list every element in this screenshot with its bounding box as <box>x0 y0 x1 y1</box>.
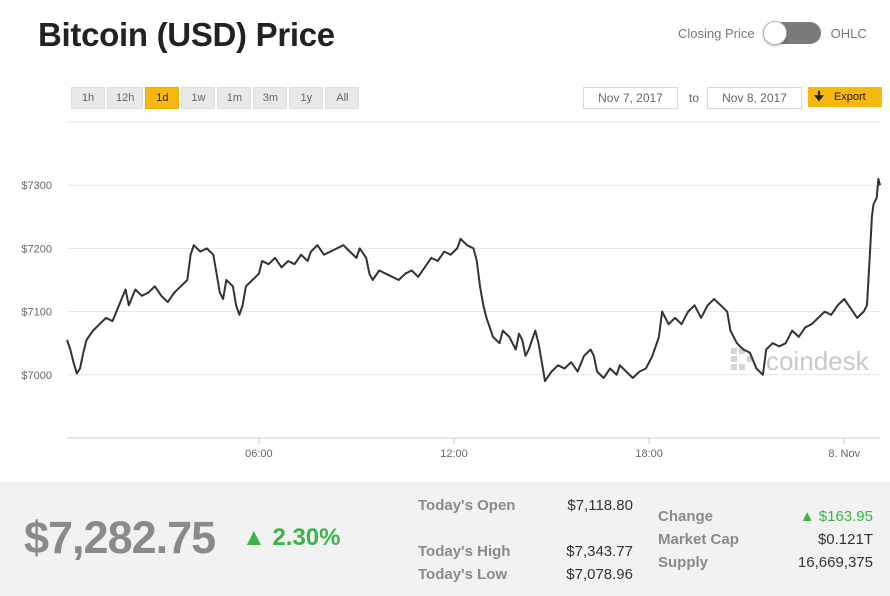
market-cap-label: Market Cap <box>658 531 739 548</box>
x-tick-label: 06:00 <box>245 448 273 460</box>
change-percent-value: 2.30% <box>272 524 341 551</box>
range-button-1h[interactable]: 1h <box>71 87 105 109</box>
price-series-line <box>66 177 881 383</box>
change-value: ▲ $163.95 <box>773 505 873 528</box>
y-tick-label: $7100 <box>21 307 52 319</box>
x-axis-labels: 06:00 12:00 18:00 8. Nov <box>245 438 861 460</box>
time-range-selector: 1h 12h 1d 1w 1m 3m 1y All <box>71 87 360 109</box>
range-button-all[interactable]: All <box>325 87 360 109</box>
x-tick-label: 18:00 <box>635 448 663 460</box>
change-label: Change <box>658 508 714 525</box>
todays-low-label: Today's Low <box>418 566 508 583</box>
watermark-text: coindesk <box>766 346 870 376</box>
toggle-knob[interactable] <box>762 21 787 45</box>
date-range-separator: to <box>689 91 700 105</box>
coindesk-logo-icon <box>731 348 753 370</box>
date-to-input[interactable]: Nov 8, 2017 <box>707 87 802 109</box>
range-button-1d[interactable]: 1d <box>145 87 180 109</box>
y-tick-label: $7300 <box>21 180 52 192</box>
y-axis-labels: $7000 $7100 $7200 $7300 <box>21 180 52 382</box>
range-button-1m[interactable]: 1m <box>217 87 252 109</box>
range-button-12h[interactable]: 12h <box>107 87 144 109</box>
todays-high-value: $7,343.77 <box>566 543 633 560</box>
price-mode-toggle-group: Closing Price OHLC <box>678 21 867 45</box>
supply-value: 16,669,375 <box>797 554 873 571</box>
export-button[interactable]: 🠋 Export <box>808 87 882 107</box>
supply-label: Supply <box>658 554 709 571</box>
price-change-percent: ▲ 2.30% <box>242 524 341 552</box>
todays-low-value: $7,078.96 <box>566 566 633 583</box>
price-chart[interactable]: $7000 $7100 $7200 $7300 06:00 12:00 18:00 8. N… <box>0 110 890 482</box>
market-cap-value: $0.121T <box>817 531 873 548</box>
x-tick-label: 8. Nov <box>828 448 860 460</box>
chart-grid <box>67 121 880 439</box>
todays-open-label: Today's Open <box>418 497 516 514</box>
closing-price-label: Closing Price <box>678 25 755 41</box>
current-price: $7,282.75 <box>24 512 216 563</box>
change-up-icon: ▲ <box>799 508 815 525</box>
todays-high-label: Today's High <box>418 543 511 560</box>
todays-open-value: $7,118.80 <box>567 497 633 514</box>
export-label: Export <box>833 91 866 103</box>
price-mode-toggle[interactable] <box>762 21 821 45</box>
price-summary-panel: $7,282.75 ▲ 2.30% Today's Open $7,118.80… <box>0 482 890 596</box>
date-from-input[interactable]: Nov 7, 2017 <box>583 87 678 109</box>
ohlc-label: OHLC <box>830 25 867 41</box>
range-button-3m[interactable]: 3m <box>253 87 288 109</box>
page-title: Bitcoin (USD) Price <box>38 16 335 53</box>
range-button-1w[interactable]: 1w <box>181 87 216 109</box>
x-tick-label: 12:00 <box>440 448 468 460</box>
range-button-1y[interactable]: 1y <box>289 87 324 109</box>
up-triangle-icon: ▲ <box>242 524 266 551</box>
y-tick-label: $7200 <box>21 243 52 255</box>
coindesk-watermark: coindesk <box>731 346 870 376</box>
download-arrow-icon: 🠋 <box>814 88 824 103</box>
change-amount: $163.95 <box>818 508 873 525</box>
y-tick-label: $7000 <box>21 370 52 382</box>
